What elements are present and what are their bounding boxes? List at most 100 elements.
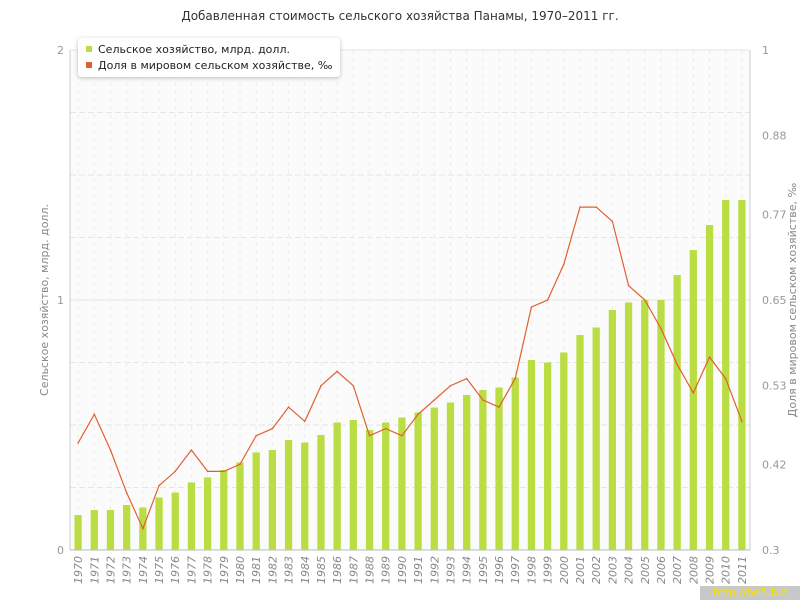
line-point-1990 (401, 434, 403, 437)
x-tick-label-1971: 1971 (88, 556, 101, 584)
line-point-1982 (271, 427, 274, 430)
bar-1991 (414, 412, 422, 550)
bar-2008 (689, 250, 697, 550)
x-tick-label-1989: 1989 (380, 556, 393, 584)
bar-1981 (252, 452, 260, 550)
line-point-2003 (611, 220, 614, 223)
line-point-1980 (239, 463, 241, 466)
right-tick-label: 0.53 (762, 380, 787, 393)
x-tick-label-2000: 2000 (558, 556, 571, 584)
line-point-1970 (77, 442, 79, 444)
x-tick-label-2010: 2010 (720, 556, 733, 584)
line-point-1985 (320, 384, 322, 387)
x-tick-label-2007: 2007 (671, 556, 684, 584)
x-tick-label-1996: 1996 (493, 556, 506, 584)
x-tick-label-1995: 1995 (477, 556, 490, 584)
line-point-1977 (190, 449, 193, 451)
bar-1989 (382, 422, 390, 550)
bar-1987 (349, 420, 357, 550)
line-point-1999 (546, 299, 549, 301)
line-point-1978 (206, 470, 209, 473)
bar-1995 (479, 390, 487, 550)
line-point-1971 (93, 413, 96, 416)
watermark[interactable]: http://be5.biz (700, 586, 800, 600)
line-point-1974 (142, 527, 144, 530)
line-point-1981 (255, 434, 257, 437)
x-tick-label-1970: 1970 (72, 556, 85, 584)
bar-1970 (74, 515, 82, 550)
x-tick-label-1990: 1990 (396, 556, 409, 584)
left-tick-label: 0 (57, 544, 64, 557)
x-tick-label-1988: 1988 (364, 556, 377, 584)
line-point-1976 (174, 470, 177, 473)
x-tick-label-2005: 2005 (639, 556, 652, 584)
legend-item-line[interactable]: Доля в мировом сельском хозяйстве, ‰ (86, 57, 332, 73)
legend-label-bars: Сельское хозяйство, млрд. долл. (98, 42, 290, 56)
bar-1980 (236, 462, 244, 550)
line-point-2001 (579, 206, 581, 208)
x-tick-label-1973: 1973 (121, 556, 134, 584)
x-tick-label-1994: 1994 (461, 556, 474, 584)
line-point-1986 (336, 370, 338, 373)
legend-item-bars[interactable]: Сельское хозяйство, млрд. долл. (86, 41, 332, 57)
line-point-1997 (514, 377, 517, 380)
line-point-1988 (368, 434, 371, 437)
line-point-2000 (563, 263, 565, 266)
x-tick-label-1984: 1984 (299, 556, 312, 584)
legend: Сельское хозяйство, млрд. долл. Доля в м… (78, 38, 341, 77)
bar-2002 (592, 327, 600, 550)
line-point-1998 (530, 306, 533, 308)
line-point-2008 (692, 392, 695, 394)
bar-1998 (527, 360, 536, 550)
x-tick-label-1986: 1986 (331, 556, 344, 584)
line-point-2010 (724, 377, 727, 380)
left-tick-label: 2 (57, 44, 64, 57)
bar-1984 (301, 442, 309, 550)
bar-1972 (106, 510, 115, 550)
bar-1976 (171, 492, 179, 550)
x-tick-label-1972: 1972 (105, 556, 118, 584)
x-tick-label-1999: 1999 (542, 556, 555, 584)
left-tick-label: 1 (57, 294, 64, 307)
x-tick-label-1979: 1979 (218, 556, 231, 584)
line-point-1984 (303, 420, 306, 423)
x-tick-label-2006: 2006 (655, 556, 668, 584)
x-tick-label-2004: 2004 (623, 556, 636, 584)
x-tick-label-1975: 1975 (153, 556, 166, 584)
x-tick-label-1976: 1976 (169, 556, 182, 584)
right-tick-label: 1 (762, 44, 769, 57)
x-tick-label-1983: 1983 (283, 556, 296, 584)
x-axis-ticks: 1970 1971 1972 1973 1974 1975 1976 1977 1978 1979… (72, 556, 749, 584)
line-point-2009 (708, 356, 711, 358)
x-tick-label-1977: 1977 (185, 556, 198, 584)
bar-1990 (398, 417, 406, 550)
bar-1978 (203, 477, 212, 550)
x-tick-label-1981: 1981 (250, 556, 263, 584)
x-tick-label-1982: 1982 (266, 556, 279, 584)
right-axis-ticks: 0.3 0.42 0.53 0.65 0.77 0.88 1 (762, 44, 787, 557)
line-point-2006 (660, 327, 662, 330)
bar-1997 (511, 377, 519, 550)
bar-1982 (268, 450, 277, 550)
bar-1985 (317, 435, 325, 550)
legend-swatch-bars (86, 46, 92, 52)
right-tick-label: 0.42 (762, 458, 787, 471)
bar-1979 (220, 470, 228, 550)
bar-1994 (463, 395, 471, 550)
line-point-1991 (417, 413, 419, 416)
bar-1983 (284, 440, 293, 550)
line-point-1987 (352, 384, 355, 387)
bar-2007 (673, 275, 681, 550)
x-tick-label-2009: 2009 (704, 556, 717, 584)
bar-2004 (624, 302, 633, 550)
bar-1986 (333, 422, 341, 550)
left-axis-ticks: 0 1 2 (57, 44, 64, 557)
line-point-1995 (482, 399, 484, 401)
bar-2010 (722, 200, 730, 550)
axes (69, 50, 751, 551)
bar-2011 (738, 200, 746, 550)
x-tick-label-1991: 1991 (412, 556, 425, 584)
x-tick-label-1987: 1987 (347, 556, 360, 584)
bar-1999 (543, 362, 552, 550)
